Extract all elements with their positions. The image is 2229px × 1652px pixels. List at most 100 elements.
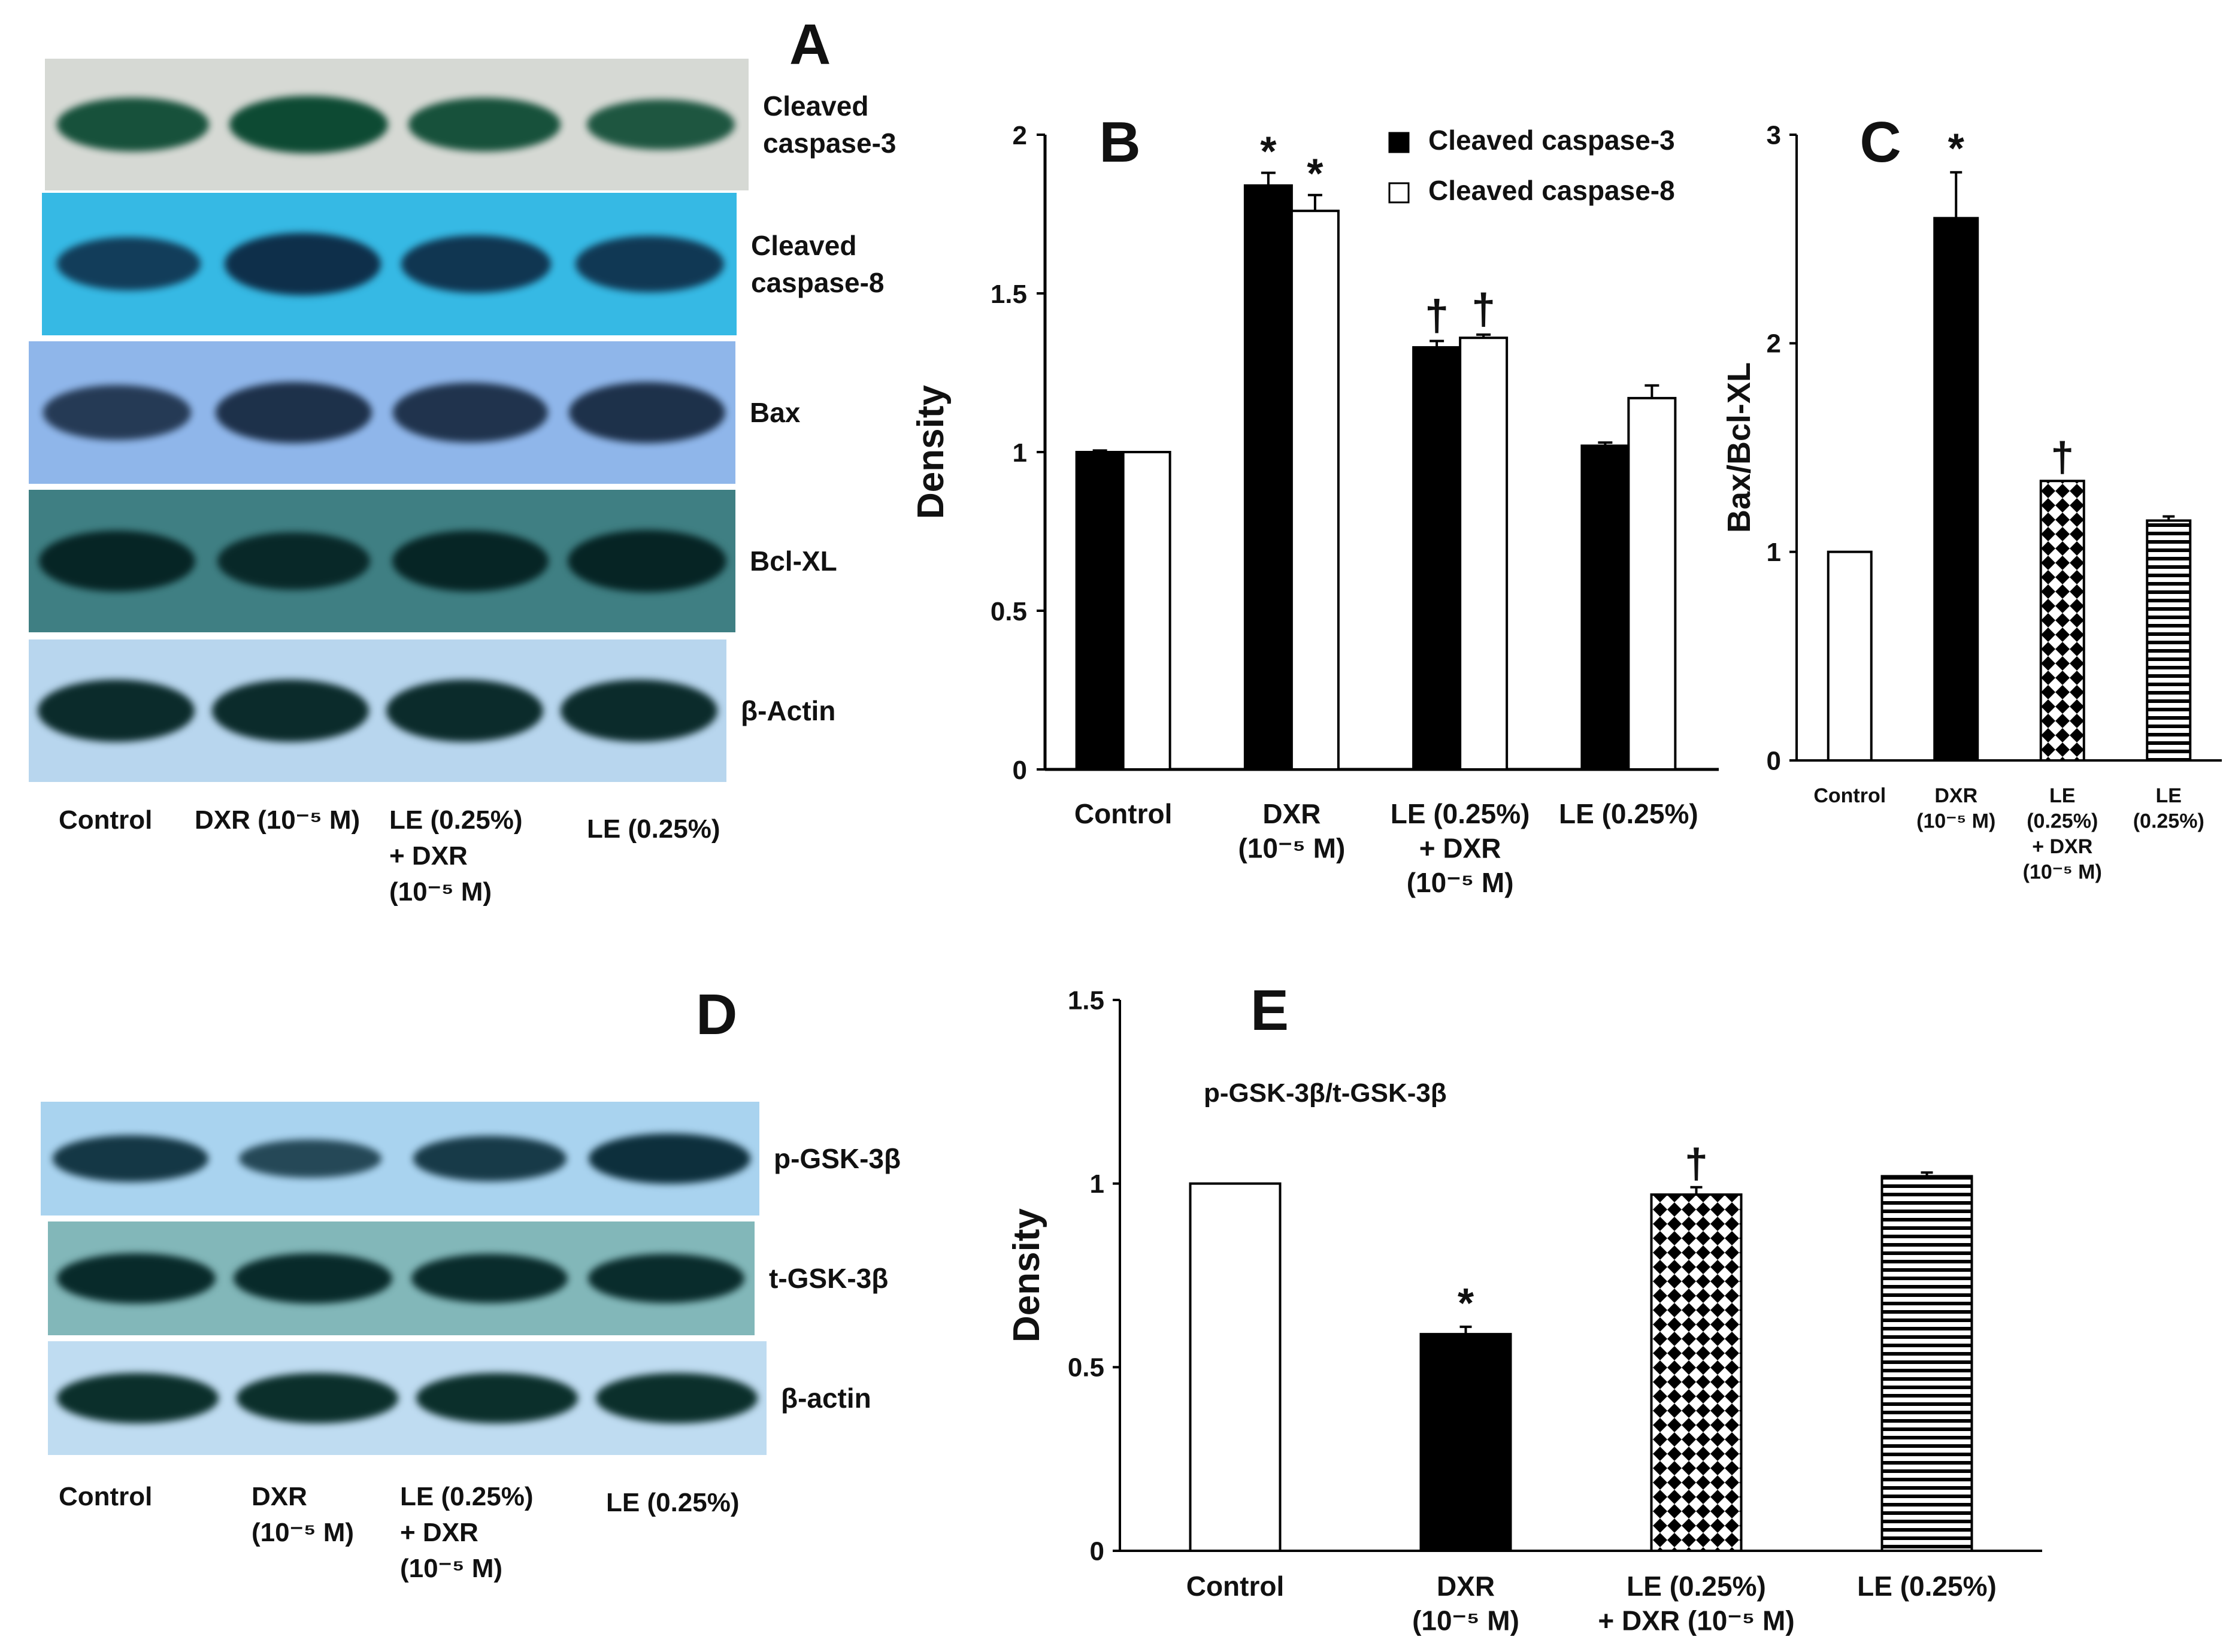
panel-letter-b: B xyxy=(1099,110,1140,174)
protein-band xyxy=(413,1136,567,1181)
bar xyxy=(1880,1175,1973,1552)
protein-band xyxy=(224,232,381,296)
protein-band xyxy=(57,1373,219,1423)
panel-letter-d: D xyxy=(696,983,738,1047)
protein-band xyxy=(596,1373,758,1423)
panel-letter-c: C xyxy=(1859,110,1901,174)
bar xyxy=(2146,519,2192,762)
bar xyxy=(1412,346,1462,771)
protein-band xyxy=(392,530,549,592)
panel-letter-e: E xyxy=(1250,978,1289,1042)
lane-label: LE (0.25%) xyxy=(606,1488,740,1517)
y-tick-label: 1 xyxy=(1013,438,1027,468)
protein-band xyxy=(568,381,726,444)
y-axis-label: Density xyxy=(910,385,952,519)
lane-label: DXR (10⁻⁵ M) xyxy=(252,1482,355,1547)
y-tick-label: 1 xyxy=(1090,1169,1104,1199)
bar xyxy=(1189,1182,1282,1552)
y-tick-label: 0.5 xyxy=(991,597,1027,626)
protein-band xyxy=(43,385,192,440)
bar xyxy=(1827,550,1873,762)
protein-band xyxy=(393,383,548,442)
blot-strip xyxy=(48,1221,755,1335)
x-tick-label: LE (0.25%) + DXR (10⁻⁵ M) xyxy=(1598,1571,1794,1636)
blot-strip xyxy=(41,1102,759,1215)
blot-strip-label: Cleaved caspase-3 xyxy=(763,90,897,159)
chart-e-gsk-ratio: 0 0.5 1 1.5 Density Control * DXR (10⁻⁵ M) † LE (0… xyxy=(1006,978,2042,1636)
significance-marker: † xyxy=(2051,434,2074,480)
protein-band xyxy=(587,1254,745,1303)
significance-marker: † xyxy=(1425,292,1449,340)
significance-marker: * xyxy=(1260,128,1277,175)
protein-band xyxy=(239,1139,381,1178)
protein-band xyxy=(56,1253,216,1304)
x-tick-label: LE (0.25%) xyxy=(2133,784,2204,833)
protein-band xyxy=(233,1253,393,1304)
y-tick-label: 0 xyxy=(1013,756,1027,785)
blot-strip xyxy=(29,341,735,484)
protein-band xyxy=(411,1254,568,1303)
y-tick-label: 0.5 xyxy=(1068,1353,1104,1383)
y-tick-label: 0 xyxy=(1767,746,1781,775)
protein-band xyxy=(408,98,561,151)
x-tick-label: DXR (10⁻⁵ M) xyxy=(1916,784,1995,833)
protein-band xyxy=(38,530,196,592)
bar xyxy=(1243,184,1293,771)
bar xyxy=(1580,444,1630,771)
lane-label: Control xyxy=(59,805,153,835)
protein-band xyxy=(56,98,209,151)
y-tick-label: 2 xyxy=(1767,329,1781,359)
x-tick-label: DXR (10⁻⁵ M) xyxy=(1412,1571,1519,1636)
y-tick-label: 0 xyxy=(1090,1536,1104,1566)
blot-strip xyxy=(48,1341,767,1455)
blot-strip xyxy=(29,639,726,782)
protein-band xyxy=(56,237,201,291)
blot-strip-label: Bax xyxy=(750,397,801,428)
y-tick-label: 1.5 xyxy=(991,280,1027,309)
x-tick-label: Control xyxy=(1074,798,1173,829)
lane-label: LE (0.25%) + DXR (10⁻⁵ M) xyxy=(400,1482,534,1583)
blot-strip xyxy=(29,490,735,632)
x-tick-label: LE (0.25%) xyxy=(1857,1571,1997,1602)
protein-band xyxy=(217,532,370,590)
y-tick-label: 3 xyxy=(1767,120,1781,150)
protein-band xyxy=(589,1133,750,1184)
lane-label: LE (0.25%) + DXR (10⁻⁵ M) xyxy=(389,805,523,907)
legend-label: Cleaved caspase-3 xyxy=(1428,125,1675,156)
bar xyxy=(1419,1333,1512,1553)
significance-marker: * xyxy=(1948,125,1965,172)
x-tick-label: Control xyxy=(1813,784,1886,807)
y-tick-label: 2 xyxy=(1013,121,1027,150)
protein-band xyxy=(53,1135,208,1182)
significance-marker: † xyxy=(1685,1140,1708,1187)
lane-label: Control xyxy=(59,1482,153,1511)
bar xyxy=(2039,480,2085,762)
significance-marker: * xyxy=(1458,1280,1474,1326)
bar xyxy=(1933,217,1979,762)
protein-band xyxy=(567,529,727,593)
protein-band xyxy=(37,679,195,742)
lane-label: LE (0.25%) xyxy=(587,814,720,844)
protein-band xyxy=(237,1373,398,1423)
protein-band xyxy=(229,95,388,154)
y-tick-label: 1 xyxy=(1767,538,1781,567)
blot-strip-label: t-GSK-3β xyxy=(769,1263,889,1294)
x-tick-label: LE (0.25%) + DXR (10⁻⁵ M) xyxy=(2023,784,2102,884)
blot-strip xyxy=(42,193,737,335)
protein-band xyxy=(386,679,544,742)
y-axis-label: Bax/Bcl-XL xyxy=(1725,362,1757,533)
blot-strip-label: p-GSK-3β xyxy=(774,1143,901,1174)
blot-strip-label: β-Actin xyxy=(741,695,836,726)
protein-band xyxy=(576,235,724,293)
protein-band xyxy=(561,679,718,742)
protein-band xyxy=(416,1373,578,1423)
bar xyxy=(1650,1193,1743,1553)
bar xyxy=(1290,210,1340,771)
blot-strip-label: Cleaved caspase-8 xyxy=(751,230,885,298)
bar xyxy=(1122,451,1171,771)
bar xyxy=(1459,337,1509,771)
legend-swatch xyxy=(1388,132,1410,153)
protein-band xyxy=(401,235,552,293)
bar xyxy=(1627,396,1677,771)
chart-title: p-GSK-3β/t-GSK-3β xyxy=(1204,1078,1447,1108)
